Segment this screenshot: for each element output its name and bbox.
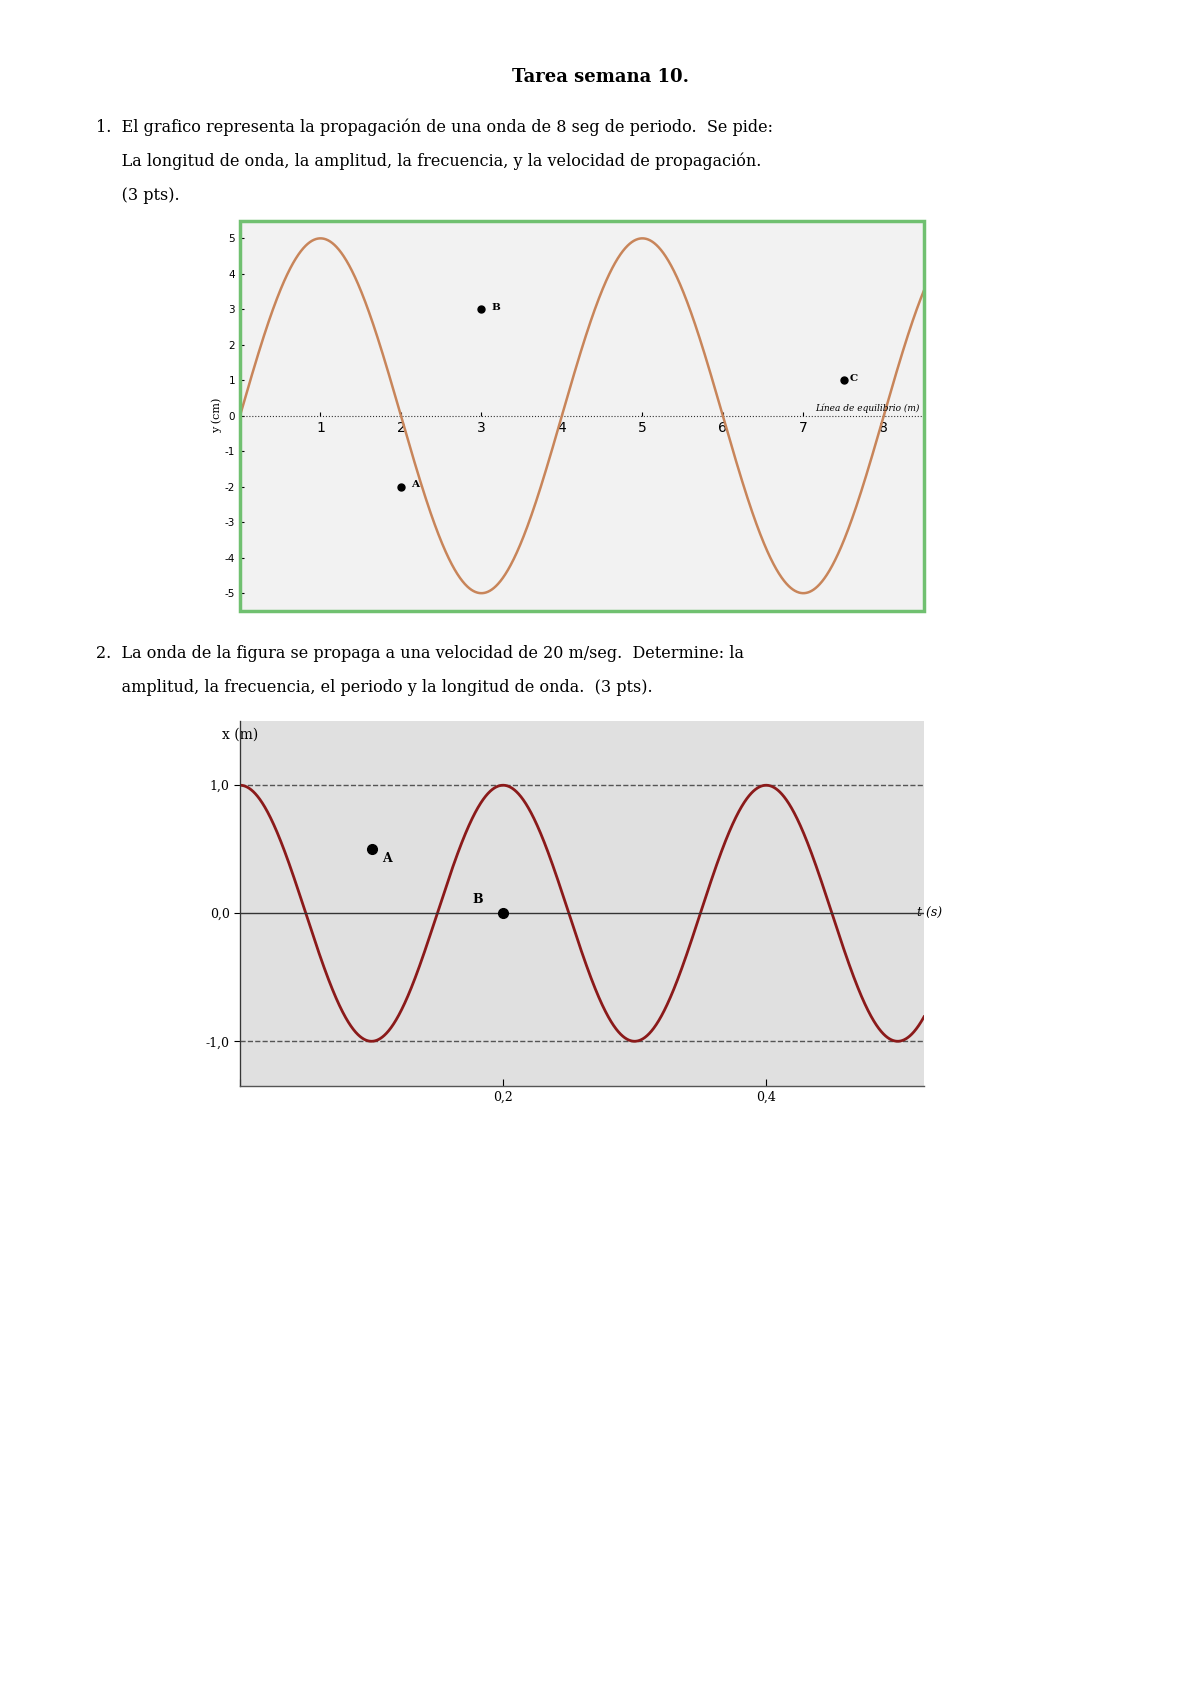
Text: amplitud, la frecuencia, el periodo y la longitud de onda.  (3 pts).: amplitud, la frecuencia, el periodo y la… <box>96 679 653 696</box>
Text: Línea de equilibrio (m): Línea de equilibrio (m) <box>816 404 920 412</box>
Text: La longitud de onda, la amplitud, la frecuencia, y la velocidad de propagación.: La longitud de onda, la amplitud, la fre… <box>96 153 761 170</box>
Text: A: A <box>410 480 419 489</box>
Text: C: C <box>850 373 858 384</box>
Text: B: B <box>473 893 484 906</box>
Text: Tarea semana 10.: Tarea semana 10. <box>511 68 689 87</box>
Text: (3 pts).: (3 pts). <box>96 187 180 204</box>
Text: t (s): t (s) <box>918 906 942 920</box>
Y-axis label: y (cm): y (cm) <box>211 399 222 433</box>
Text: 2.  La onda de la figura se propaga a una velocidad de 20 m/seg.  Determine: la: 2. La onda de la figura se propaga a una… <box>96 645 744 662</box>
Text: 1.  El grafico representa la propagación de una onda de 8 seg de periodo.  Se pi: 1. El grafico representa la propagación … <box>96 119 773 136</box>
Text: A: A <box>382 852 392 865</box>
Text: B: B <box>491 304 500 312</box>
Text: x (m): x (m) <box>222 728 258 742</box>
